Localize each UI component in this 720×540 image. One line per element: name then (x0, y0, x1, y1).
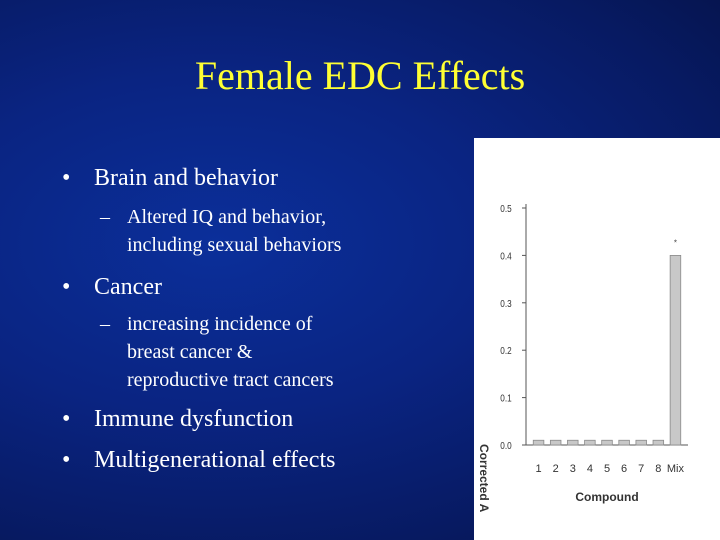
bullet-dot: • (62, 406, 71, 432)
bar (584, 439, 596, 446)
sub-bullet-altered-iq: – Altered IQ and behavior, including sex… (100, 203, 342, 259)
x-tick-label: 5 (604, 463, 610, 475)
bar (601, 439, 613, 446)
y-axis-label: Corrected A (477, 444, 491, 513)
sub-bullet-dash: – (100, 206, 110, 228)
bullet-text: Brain and behavior (94, 165, 278, 191)
x-tick-label: 8 (655, 463, 661, 475)
bar (669, 255, 682, 446)
x-tick-label: 4 (587, 463, 593, 475)
sub-bullet-dash: – (100, 313, 110, 335)
sub-bullet-line: increasing incidence of (127, 313, 313, 335)
bar-chart: 0.0 0.1 0.2 0.3 0.4 0.5 1 2 3 4 5 6 7 8 Mix * Compound Co… (474, 138, 720, 540)
x-tick-label: 6 (621, 463, 627, 475)
x-tick-label: 2 (553, 463, 559, 475)
bullet-text: Multigenerational effects (94, 447, 336, 473)
bar (549, 439, 562, 446)
x-axis-label: Compound (575, 490, 638, 504)
sub-bullet-line: breast cancer & (127, 341, 253, 363)
y-tick-label: 0.1 (500, 393, 511, 404)
bar (618, 439, 630, 446)
bullet-dot: • (62, 447, 71, 473)
sub-bullet-cancer-incidence: – increasing incidence of breast cancer … (100, 310, 334, 394)
bullet-text: Immune dysfunction (94, 406, 294, 432)
bullet-dot: • (62, 165, 71, 191)
x-tick-label: 7 (638, 463, 644, 475)
bullet-text: Cancer (94, 274, 162, 300)
bar (567, 439, 579, 446)
y-tick-label: 0.0 (500, 440, 511, 451)
bar (532, 439, 545, 446)
y-tick-label: 0.4 (500, 251, 511, 262)
x-tick-label: Mix (667, 463, 685, 475)
y-tick-label: 0.5 (500, 203, 511, 214)
sub-bullet-line: including sexual behaviors (127, 234, 342, 256)
x-tick-label: 3 (570, 463, 576, 475)
sub-bullet-line: reproductive tract cancers (127, 369, 334, 391)
bullet-dot: • (62, 274, 71, 300)
bar-chart-svg: 0.0 0.1 0.2 0.3 0.4 0.5 1 2 3 4 5 6 7 8 Mix * Compound Co… (477, 203, 688, 513)
y-tick-label: 0.3 (500, 298, 511, 309)
bar-annotation: * (674, 238, 677, 247)
sub-bullet-line: Altered IQ and behavior, (127, 206, 327, 228)
slide-title: Female EDC Effects (194, 53, 526, 98)
bar (652, 439, 665, 446)
bullet-list: • Brain and behavior – Altered IQ and be… (0, 0, 460, 540)
y-tick-label: 0.2 (500, 345, 511, 356)
bar (635, 439, 647, 446)
x-tick-label: 1 (535, 463, 541, 475)
